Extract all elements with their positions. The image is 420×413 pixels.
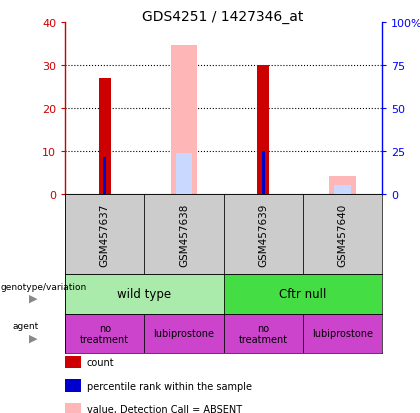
Text: GSM457639: GSM457639: [258, 203, 268, 266]
Bar: [144, 314, 224, 353]
Text: GSM457638: GSM457638: [179, 203, 189, 266]
Text: no
treatment: no treatment: [80, 323, 129, 344]
Bar: [65, 275, 224, 314]
Text: ▶: ▶: [29, 293, 37, 304]
Text: GSM457637: GSM457637: [100, 203, 110, 266]
Text: lubiprostone: lubiprostone: [312, 328, 373, 339]
Text: wild type: wild type: [117, 288, 171, 301]
Text: value, Detection Call = ABSENT: value, Detection Call = ABSENT: [87, 404, 242, 413]
Bar: [303, 314, 382, 353]
Bar: [99, 78, 111, 194]
Bar: [224, 275, 382, 314]
Bar: [334, 185, 351, 194]
Bar: [171, 46, 197, 194]
Bar: [176, 153, 192, 194]
Bar: [257, 66, 269, 194]
Bar: [329, 177, 356, 194]
Text: percentile rank within the sample: percentile rank within the sample: [87, 381, 252, 391]
Text: no
treatment: no treatment: [239, 323, 288, 344]
Bar: [65, 194, 144, 275]
Bar: [262, 151, 265, 194]
Text: agent: agent: [13, 322, 39, 330]
Text: GSM457640: GSM457640: [338, 203, 348, 266]
Bar: [65, 314, 144, 353]
Text: lubiprostone: lubiprostone: [154, 328, 215, 339]
Text: Cftr null: Cftr null: [279, 288, 327, 301]
Bar: [103, 158, 106, 194]
Text: GDS4251 / 1427346_at: GDS4251 / 1427346_at: [142, 10, 303, 24]
Bar: [224, 314, 303, 353]
Text: genotype/variation: genotype/variation: [1, 282, 87, 291]
Text: ▶: ▶: [29, 332, 37, 343]
Bar: [144, 194, 224, 275]
Bar: [224, 194, 303, 275]
Bar: [303, 194, 382, 275]
Text: count: count: [87, 357, 115, 367]
